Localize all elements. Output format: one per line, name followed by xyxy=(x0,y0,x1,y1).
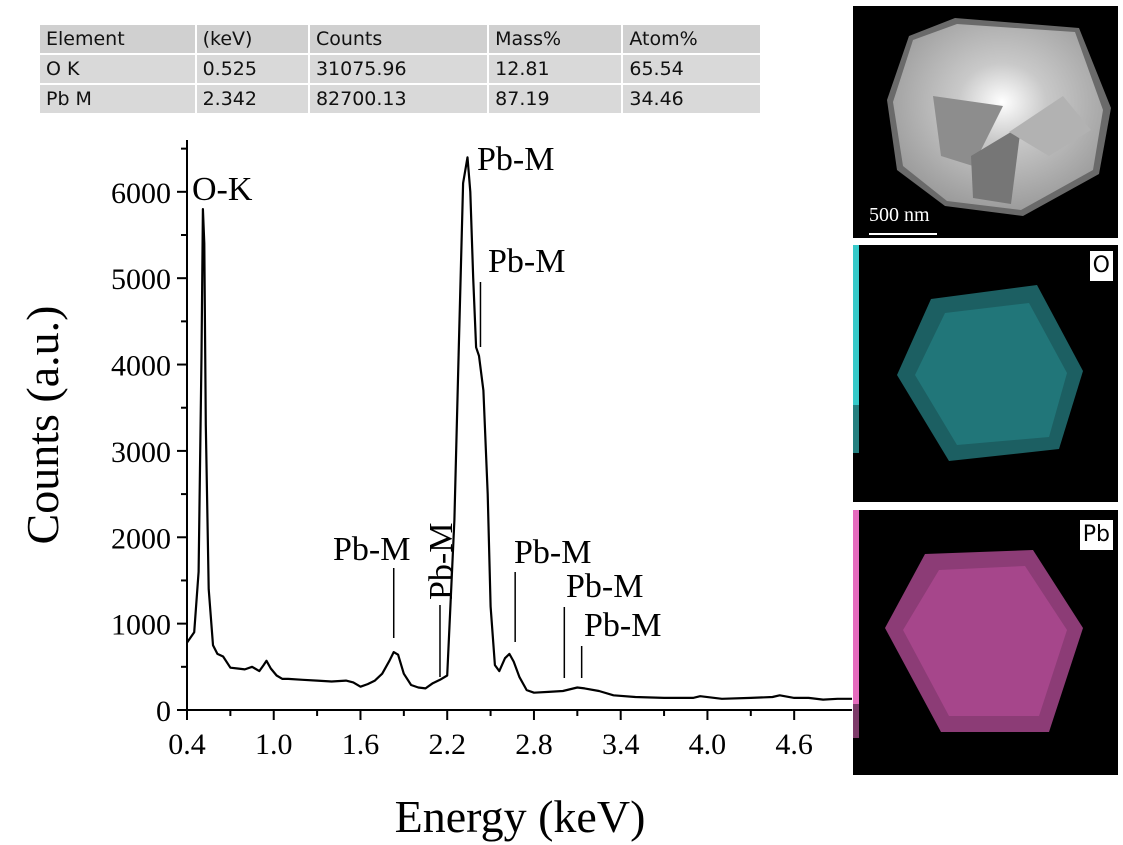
particle-image xyxy=(887,18,1111,216)
table-cell: 34.46 xyxy=(622,84,762,115)
x-tick-label: 4.6 xyxy=(775,728,813,761)
y-tick-label: 0 xyxy=(156,695,171,728)
peak-label: Pb-M xyxy=(514,534,591,571)
y-tick-label: 1000 xyxy=(111,609,171,642)
table-cell: 87.19 xyxy=(488,84,624,115)
peak-label: O-K xyxy=(192,171,253,208)
o-map-image xyxy=(897,285,1083,461)
x-tick-label: 1.6 xyxy=(342,728,380,761)
haadf-image: 500 nm xyxy=(853,6,1118,238)
peak-label: Pb-M xyxy=(477,141,554,178)
y-tick-label: 6000 xyxy=(111,177,171,210)
table-cell: 82700.13 xyxy=(308,84,490,115)
table-header-row: Element (keV) Counts Mass% Atom% xyxy=(40,25,762,55)
x-tick-label: 1.0 xyxy=(255,728,293,761)
pb-map-image xyxy=(885,550,1083,732)
table-cell: O K xyxy=(40,54,197,85)
y-tick-label: 4000 xyxy=(111,350,171,383)
header-kev: (keV) xyxy=(195,25,310,55)
x-tick-label: 0.4 xyxy=(168,728,206,761)
table-row: O K 0.525 31075.96 12.81 65.54 xyxy=(40,54,762,85)
scale-bar-label: 500 nm xyxy=(869,204,930,226)
table-cell: 2.342 xyxy=(195,84,310,115)
spectrum-line xyxy=(186,156,852,701)
y-tick-label: 2000 xyxy=(111,522,171,555)
o-color-strip-dim xyxy=(853,405,859,453)
peak-label: Pb-M xyxy=(566,568,643,605)
header-element: Element xyxy=(40,25,197,55)
table-cell: 12.81 xyxy=(488,54,624,85)
pb-elemental-map: Pb xyxy=(853,510,1118,775)
o-elemental-map: O xyxy=(853,245,1118,502)
table-cell: 31075.96 xyxy=(308,54,490,85)
pb-map-label: Pb xyxy=(1079,520,1113,550)
eds-spectrum-chart: 0.4 1.0 1.6 2.2 2.8 3.4 4.0 4.6 0 1000 2000 3000 400… xyxy=(17,140,852,842)
peak-label-rotated: Pb-M xyxy=(423,523,460,600)
peak-label: Pb-M xyxy=(488,243,565,280)
table-row: Pb M 2.342 82700.13 87.19 34.46 xyxy=(40,84,762,115)
scale-bar-line xyxy=(869,233,937,235)
y-tick-label: 3000 xyxy=(111,436,171,469)
x-tick-label: 4.0 xyxy=(689,728,727,761)
y-axis-title: Counts (a.u.) xyxy=(17,306,68,545)
header-mass: Mass% xyxy=(488,25,624,55)
header-counts: Counts xyxy=(308,25,490,55)
header-atom: Atom% xyxy=(622,25,762,55)
x-tick-label: 3.4 xyxy=(602,728,640,761)
x-axis-title: Energy (keV) xyxy=(395,791,646,842)
peak-label: Pb-M xyxy=(584,607,661,644)
table-cell: Pb M xyxy=(40,84,197,115)
pb-color-strip xyxy=(853,510,859,704)
table-cell: 0.525 xyxy=(195,54,310,85)
o-map-label: O xyxy=(1089,251,1113,281)
x-tick-label: 2.8 xyxy=(515,728,553,761)
table-cell: 65.54 xyxy=(622,54,762,85)
quantification-table: Element (keV) Counts Mass% Atom% O K 0.5… xyxy=(40,25,762,115)
peak-label: Pb-M xyxy=(333,531,410,568)
pb-color-strip-dim xyxy=(853,704,859,738)
y-tick-label: 5000 xyxy=(111,263,171,296)
x-tick-label: 2.2 xyxy=(428,728,466,761)
o-color-strip xyxy=(853,245,859,405)
